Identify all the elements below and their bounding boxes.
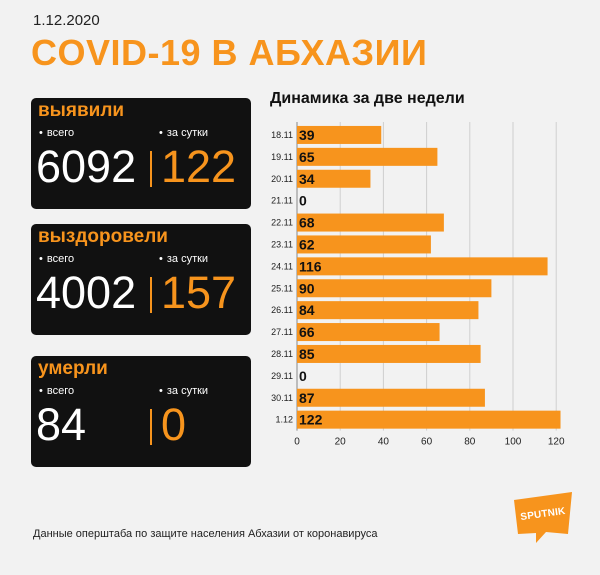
- sputnik-logo: SPUTNIK: [512, 490, 574, 544]
- chart-tick-label: 0: [294, 437, 300, 448]
- chart-value-label: 0: [299, 368, 307, 384]
- card-detected: выявили всего за сутки 6092 122: [31, 98, 251, 209]
- chart-bar: [297, 344, 481, 363]
- chart-value-label: 85: [299, 346, 315, 362]
- chart-category-label: 28.11: [271, 349, 293, 359]
- value-day-recovered: 157: [161, 267, 237, 318]
- chart-value-label: 116: [299, 258, 322, 274]
- label-total-detected: всего: [39, 127, 74, 139]
- page-title: COVID-19 В АБХАЗИИ: [31, 32, 428, 73]
- value-total-detected: 6092: [36, 141, 137, 192]
- chart-category-label: 1.12: [275, 415, 293, 425]
- chart-category-label: 18.11: [271, 130, 293, 140]
- chart-tick-label: 20: [335, 437, 347, 448]
- chart-category-label: 19.11: [271, 152, 293, 162]
- source-note: Данные оперштаба по защите населения Абх…: [33, 528, 378, 540]
- chart-title: Динамика за две недели: [270, 90, 465, 107]
- chart-category-label: 23.11: [271, 239, 293, 249]
- bar-chart: 18.11 39 19.11 65 20.11 34 21.11 0 22.11 68 23.11 6…: [271, 122, 565, 448]
- chart-bar: [297, 257, 548, 276]
- label-day-died: за сутки: [159, 385, 208, 397]
- chart-category-label: 25.11: [271, 283, 293, 293]
- chart-value-label: 68: [299, 215, 315, 231]
- chart-tick-label: 120: [548, 437, 565, 448]
- label-day-detected: за сутки: [159, 127, 208, 139]
- chart-value-label: 39: [299, 127, 315, 143]
- divider: [150, 277, 152, 313]
- value-day-died: 0: [161, 399, 187, 450]
- chart-value-label: 65: [299, 149, 315, 165]
- chart-value-label: 90: [299, 280, 315, 296]
- chart-value-label: 66: [299, 324, 315, 340]
- chart-bar: [297, 125, 382, 144]
- chart-bar: [297, 388, 485, 407]
- chart-bar: [297, 147, 438, 166]
- chart-tick-label: 40: [378, 437, 390, 448]
- chart-tick-label: 80: [464, 437, 476, 448]
- chart-category-label: 29.11: [271, 371, 293, 381]
- chart-bar: [297, 213, 444, 232]
- chart-category-label: 27.11: [271, 327, 293, 337]
- label-total-recovered: всего: [39, 253, 74, 265]
- chart-bar: [297, 169, 371, 188]
- label-day-recovered: за сутки: [159, 253, 208, 265]
- chart-value-label: 122: [299, 412, 323, 428]
- chart-category-label: 24.11: [271, 261, 293, 271]
- chart-category-label: 30.11: [271, 393, 293, 403]
- divider: [150, 151, 152, 187]
- card-died: умерли всего за сутки 84 0: [31, 356, 251, 467]
- card-title-detected: выявили: [38, 100, 125, 121]
- chart-bar: [297, 279, 492, 298]
- chart-tick-label: 100: [505, 437, 522, 448]
- logo-badge-icon: [514, 492, 572, 543]
- chart-bar: [297, 235, 431, 254]
- chart-category-label: 22.11: [271, 218, 293, 228]
- chart-category-label: 20.11: [271, 174, 293, 184]
- chart-category-label: 21.11: [271, 196, 293, 206]
- chart-value-label: 34: [299, 171, 315, 187]
- card-title-died: умерли: [38, 358, 108, 379]
- chart-bar: [297, 323, 440, 342]
- chart-bar: [297, 301, 479, 320]
- chart-bar: [297, 410, 561, 429]
- chart-value-label: 0: [299, 193, 307, 209]
- value-total-recovered: 4002: [36, 267, 137, 318]
- chart-tick-label: 60: [421, 437, 433, 448]
- card-recovered: выздоровели всего за сутки 4002 157: [31, 224, 251, 335]
- card-title-recovered: выздоровели: [38, 226, 168, 247]
- divider: [150, 409, 152, 445]
- value-total-died: 84: [36, 399, 87, 450]
- value-day-detected: 122: [161, 141, 237, 192]
- chart-category-label: 26.11: [271, 305, 293, 315]
- chart-value-label: 62: [299, 236, 315, 252]
- chart-value-label: 84: [299, 302, 315, 318]
- label-total-died: всего: [39, 385, 74, 397]
- chart-value-label: 87: [299, 390, 315, 406]
- date-label: 1.12.2020: [33, 12, 100, 29]
